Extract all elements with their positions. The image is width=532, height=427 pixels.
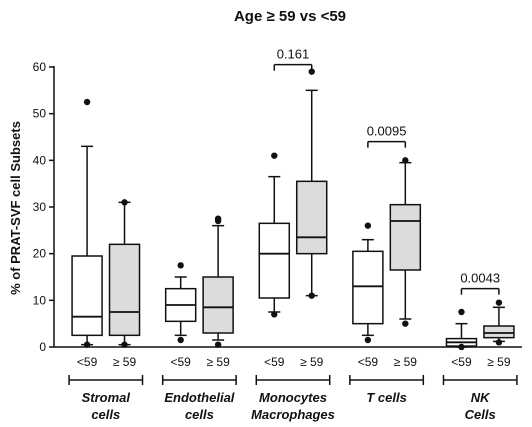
box (295, 180, 328, 255)
outlier-point (271, 152, 278, 159)
p-value-label: 0.0095 (367, 124, 407, 139)
y-tick-label: 0 (39, 340, 46, 354)
group-label: Cells (465, 407, 496, 422)
box (352, 250, 384, 325)
outlier-point (458, 308, 465, 316)
outlier-point (458, 343, 465, 351)
group-label: Stromal (82, 390, 131, 405)
x-tick-label: <59 (77, 355, 98, 369)
x-tick-label: <59 (264, 355, 285, 369)
outlier-point (495, 299, 503, 306)
outlier-point (177, 262, 184, 269)
group-label: cells (91, 407, 120, 422)
box (108, 243, 141, 337)
outlier-point (364, 336, 372, 344)
x-tick-label: <59 (358, 355, 379, 369)
boxes (71, 68, 515, 351)
outlier-point (402, 157, 409, 164)
outlier-point (214, 217, 222, 225)
outlier-point (121, 341, 128, 348)
outlier-point (121, 199, 128, 206)
y-tick-label: 30 (33, 200, 47, 214)
y-tick-label: 20 (33, 247, 47, 261)
group-label: Endothelial (164, 390, 234, 405)
x-tick-label: ≥ 59 (206, 355, 230, 369)
y-tick-label: 50 (33, 107, 47, 121)
y-tick-label: 10 (33, 293, 47, 307)
outlier-point (83, 341, 91, 348)
outlier-point (271, 311, 278, 318)
y-tick-label: 60 (33, 60, 47, 74)
x-tick-label: ≥ 59 (300, 355, 324, 369)
x-tick-label: <59 (171, 355, 192, 369)
box (71, 255, 103, 337)
x-tick-label: <59 (451, 355, 472, 369)
box (483, 325, 515, 339)
outlier-point (402, 320, 409, 327)
p-value-label: 0.161 (277, 47, 310, 62)
p-value-label: 0.0043 (460, 271, 500, 286)
y-tick-label: 40 (33, 153, 47, 167)
box (389, 203, 422, 271)
group-label: cells (185, 407, 214, 422)
x-tick-label: ≥ 59 (113, 355, 137, 369)
outlier-point (177, 336, 184, 344)
outlier-point (308, 68, 315, 75)
y-axis-label: % of PRAT-SVF cell Subsets (8, 121, 23, 295)
chart-title: Age ≥ 59 vs <59 (234, 8, 346, 25)
group-label: NK (471, 390, 491, 405)
group-label: Monocytes (259, 390, 327, 405)
group-label: T cells (366, 390, 406, 405)
x-tick-label: ≥ 59 (487, 355, 511, 369)
outlier-point (214, 341, 222, 348)
x-tick-label: ≥ 59 (394, 355, 418, 369)
box (202, 276, 234, 334)
outlier-point (308, 292, 315, 299)
x-axis-labels: <59 ≥ 59 Stromal cells <59 ≥ 59 Endothelial cel… (68, 355, 518, 422)
outlier-point (495, 339, 503, 346)
group-label: Macrophages (251, 407, 335, 422)
box (258, 222, 291, 299)
outlier-point (364, 222, 372, 229)
axes: 0 10 20 30 40 50 60 (33, 60, 522, 354)
comparisons: 0.161 0.0095 0.0043 (273, 47, 500, 295)
outlier-point (83, 98, 91, 106)
